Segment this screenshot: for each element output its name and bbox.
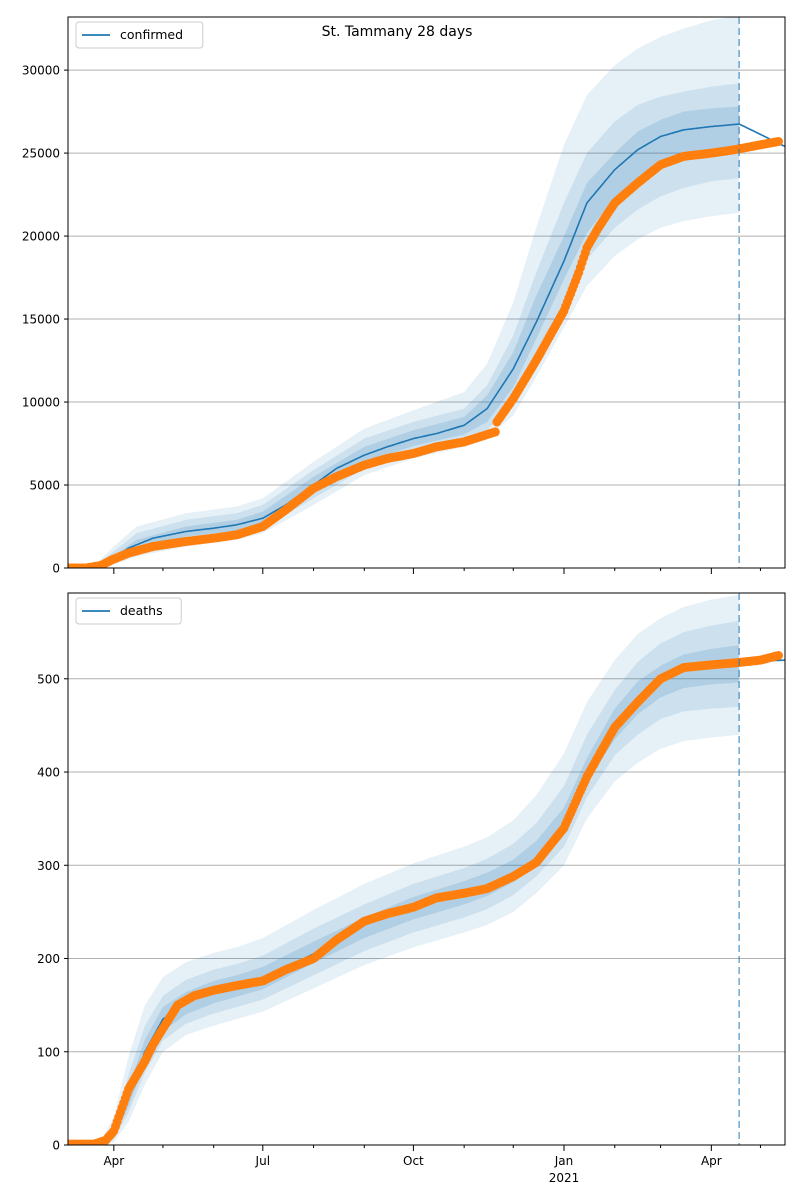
legend-label: confirmed <box>120 27 183 42</box>
y-tick-label: 25000 <box>22 147 60 161</box>
x-tick-label: Apr <box>701 1154 722 1168</box>
observed-point <box>490 427 500 437</box>
y-tick-label: 200 <box>37 952 60 966</box>
uncertainty-band <box>94 17 740 568</box>
axes-frame <box>67 16 786 569</box>
y-tick-label: 500 <box>37 672 60 686</box>
y-tick-label: 10000 <box>22 396 60 410</box>
observed-point <box>774 651 783 660</box>
y-tick-label: 400 <box>37 766 60 780</box>
uncertainty-band <box>94 83 740 568</box>
x-tick-label: Jan <box>554 1154 574 1168</box>
x-axis-year-label: 2021 <box>549 1171 580 1185</box>
uncertainty-band <box>102 594 740 1145</box>
deaths-panel: 0 100 200 300 400 500 Apr Jul Oct Jan Apr deaths <box>37 592 786 1168</box>
axes-frame <box>67 592 786 1146</box>
x-tick-label: Apr <box>103 1154 124 1168</box>
figure-title: St. Tammany 28 days <box>322 24 473 40</box>
legend-box <box>75 21 204 49</box>
y-tick-label: 0 <box>52 1139 60 1153</box>
uncertainty-band <box>94 106 740 568</box>
uncertainty-band <box>102 621 740 1145</box>
y-tick-label: 15000 <box>22 313 60 327</box>
confirmed-panel: 0 5000 10000 15000 20000 25000 30000 confirmed <box>22 16 786 576</box>
y-tick-label: 300 <box>37 859 60 873</box>
plot-area <box>68 594 785 1145</box>
observed-point <box>774 137 783 146</box>
y-tick-label: 20000 <box>22 230 60 244</box>
y-tick-label: 5000 <box>29 479 60 493</box>
plot-area <box>68 17 785 568</box>
y-tick-label: 30000 <box>22 64 60 78</box>
y-tick-label: 100 <box>37 1045 60 1059</box>
model-line <box>68 123 785 568</box>
legend-label: deaths <box>120 603 163 618</box>
legend-box <box>75 597 182 625</box>
y-tick-label: 0 <box>52 562 60 576</box>
x-tick-label: Jul <box>255 1154 270 1168</box>
x-tick-label: Oct <box>403 1154 424 1168</box>
